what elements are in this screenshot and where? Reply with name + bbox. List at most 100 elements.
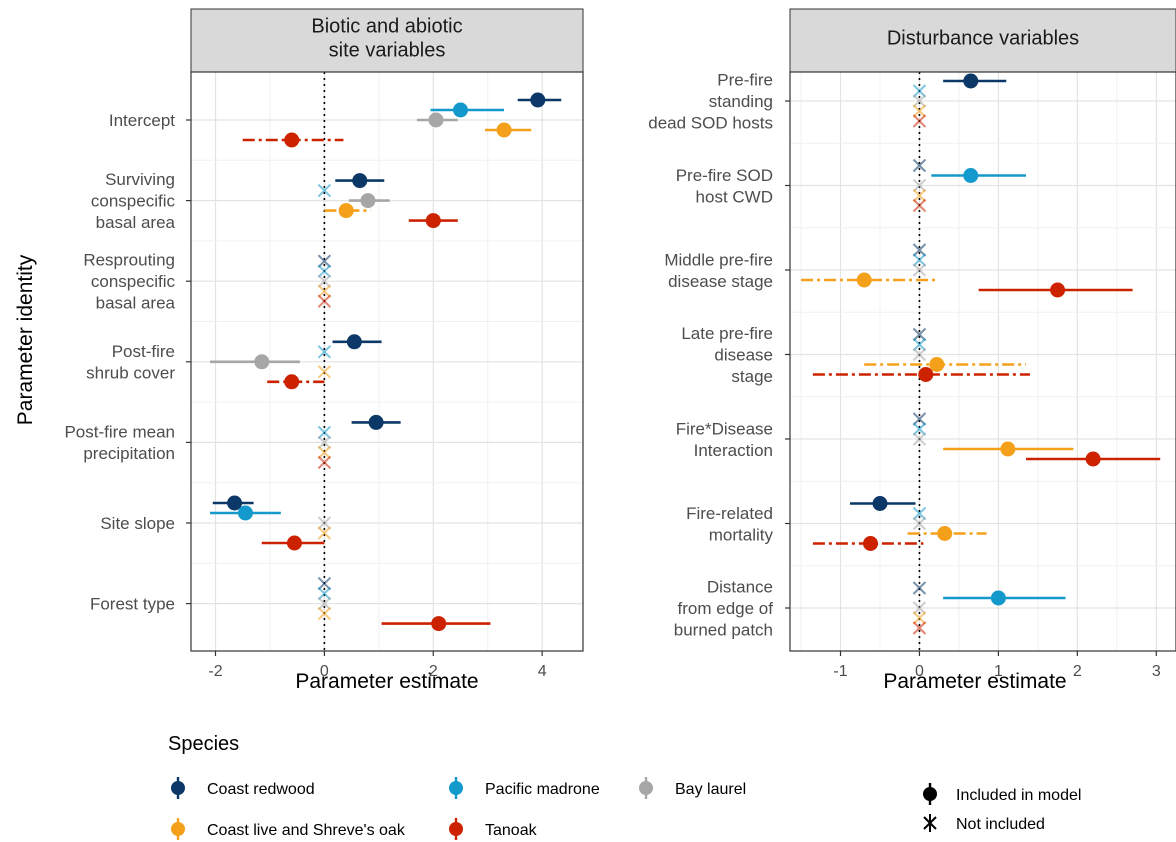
point-oak [937, 526, 953, 541]
point-laurel [428, 112, 444, 128]
not-included-madrone [317, 183, 332, 198]
x-tick-label: 2 [429, 663, 438, 680]
point-redwood [227, 495, 243, 511]
category-label: Resprouting conspecific basal area [83, 251, 175, 313]
point-madrone [237, 505, 253, 521]
not-included-laurel [317, 435, 332, 450]
x-tick-label: 2 [1073, 663, 1082, 680]
x-tick-label: -1 [833, 663, 847, 680]
not-included-madrone [912, 337, 927, 352]
facet-strip [789, 8, 1176, 73]
not-included-tanoak [317, 294, 332, 308]
not-included-oak [317, 284, 332, 298]
not-included-laurel [912, 94, 927, 108]
not-included-madrone [912, 84, 927, 98]
marks [801, 73, 1161, 635]
point-laurel [360, 193, 376, 209]
not-included-madrone [912, 253, 927, 267]
x-tick-label: 3 [1152, 663, 1161, 680]
not-included-laurel [912, 601, 927, 615]
legend-label: Pacific madrone [485, 781, 600, 798]
point-tanoak [918, 367, 934, 382]
panel-border [789, 71, 1176, 652]
category-label: Fire-related mortality [686, 504, 773, 545]
point-redwood [963, 73, 979, 89]
point-tanoak [284, 132, 300, 148]
not-included-laurel [317, 596, 332, 611]
point-oak [856, 272, 872, 288]
legend-item-madrone: Pacific madrone [449, 777, 600, 799]
x-tick-label: 0 [320, 663, 329, 680]
not-included-laurel [317, 516, 332, 530]
not-included-laurel [317, 274, 332, 288]
not-included-laurel [912, 347, 927, 362]
legend-item-redwood: Coast redwood [171, 777, 315, 799]
point-redwood [872, 496, 888, 511]
not-included-madrone [912, 422, 927, 436]
x-tick-label: 1 [994, 663, 1003, 680]
point-oak [496, 122, 512, 138]
legend: Species Coast redwood Pacific madrone Bay … [168, 733, 1081, 840]
not-included-redwood [912, 412, 927, 426]
point-tanoak [425, 213, 441, 229]
point-redwood [530, 92, 546, 108]
category-label: Post-fire shrub cover [86, 342, 175, 383]
not-included-redwood [912, 581, 927, 595]
point-redwood [346, 334, 362, 350]
legend-label: Coast redwood [207, 781, 315, 798]
x-axis-title: Parameter estimate [883, 670, 1066, 693]
category-label: Site slope [100, 514, 175, 533]
plot-area [790, 72, 1176, 651]
point-tanoak [1085, 451, 1101, 467]
point-tanoak [284, 374, 300, 390]
point-redwood [352, 173, 368, 189]
category-label: Post-fire mean precipitation [64, 423, 175, 464]
point-tanoak [1050, 282, 1066, 298]
point-oak [929, 357, 945, 372]
not-included-redwood [317, 576, 332, 591]
not-included-laurel [912, 516, 927, 531]
legend-label: Bay laurel [675, 781, 746, 798]
y-axis-title: Parameter identity [14, 254, 37, 425]
not-included-tanoak [912, 621, 927, 635]
point-tanoak [863, 536, 879, 551]
not-included-laurel [912, 432, 927, 446]
not-included-redwood [912, 158, 927, 173]
category-label: Distance from edge of burned patch [674, 578, 774, 640]
not-included-tanoak [912, 198, 927, 213]
facet-title: Biotic and abiotic site variables [311, 16, 462, 62]
point-madrone [990, 590, 1006, 606]
point-madrone [963, 168, 979, 183]
point-laurel [254, 354, 270, 370]
not-included-oak [912, 104, 927, 118]
panel-2: Disturbance variables Pre-fire standing dea… [648, 8, 1176, 693]
not-included-tanoak [912, 114, 927, 128]
not-included-madrone [317, 586, 332, 601]
category-label: Pre-fire standing dead SOD hosts [648, 71, 773, 133]
legend-item-laurel: Bay laurel [639, 777, 746, 799]
legend-item-tanoak: Tanoak [449, 818, 538, 840]
not-included-laurel [912, 263, 927, 277]
category-label: Fire*Disease Interaction [676, 419, 773, 460]
not-included-oak [912, 611, 927, 625]
x-tick-label: 4 [538, 663, 547, 680]
not-included-tanoak [317, 455, 332, 470]
not-included-redwood [317, 254, 332, 268]
point-tanoak [286, 535, 302, 551]
not-included-oak [317, 526, 332, 540]
not-included-laurel [912, 178, 927, 193]
x-tick-label: 0 [915, 663, 924, 680]
x-axis-title: Parameter estimate [295, 670, 478, 693]
legend-label: Not included [956, 816, 1045, 833]
not-included-madrone [317, 264, 332, 278]
not-included-madrone [317, 425, 332, 440]
not-included-madrone [912, 506, 927, 521]
legend-included: Included in model [923, 783, 1081, 805]
marks [210, 92, 562, 632]
legend-item-oak: Coast live and Shreve's oak [171, 818, 406, 840]
point-oak [338, 203, 354, 219]
not-included-oak [912, 188, 927, 203]
x-tick-label: -2 [208, 663, 222, 680]
not-included-redwood [912, 243, 927, 257]
category-label: Forest type [90, 595, 175, 614]
